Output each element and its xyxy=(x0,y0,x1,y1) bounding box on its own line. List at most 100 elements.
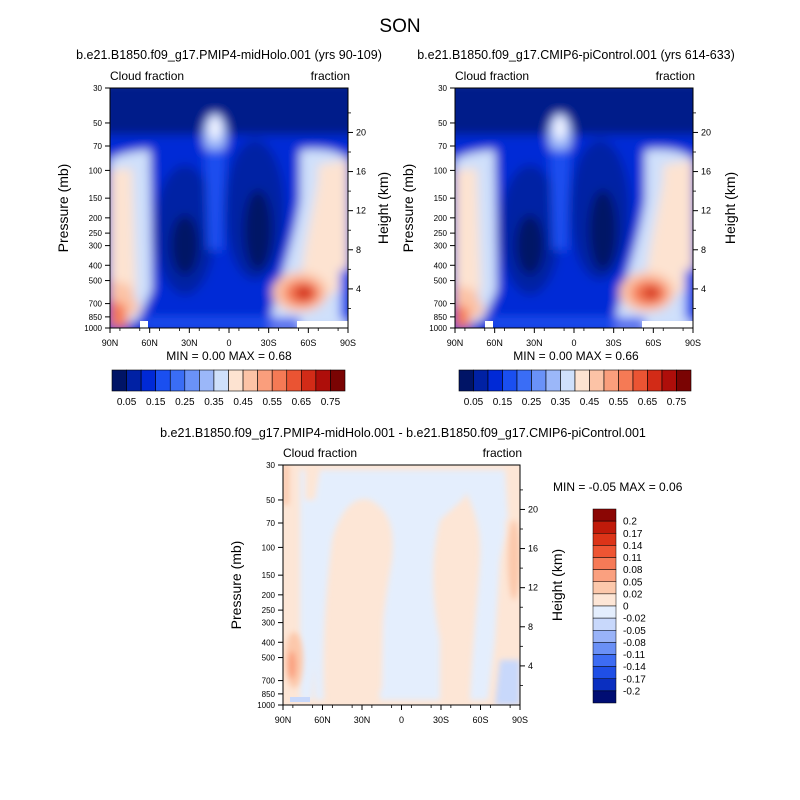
panel-difference-y2label: Height (km) xyxy=(549,549,565,621)
pressure-tick-label: 400 xyxy=(262,638,276,647)
height-tick-label: 4 xyxy=(701,284,706,294)
colorbar-swatch xyxy=(473,369,489,392)
colorbar-swatch xyxy=(592,508,617,522)
colorbar-swatch xyxy=(242,369,258,392)
pressure-tick-label: 400 xyxy=(89,261,103,270)
pressure-tick-label: 70 xyxy=(93,142,102,151)
colorbar-label: 0.05 xyxy=(623,577,643,588)
pressure-tick-label: 50 xyxy=(93,119,102,128)
colorbar-swatch xyxy=(560,369,576,392)
panel-right-title: b.e21.B1850.f09_g17.CMIP6-piControl.001 … xyxy=(417,48,735,62)
x-tick-label: 90S xyxy=(685,338,701,348)
colorbar-swatch xyxy=(315,369,331,392)
colorbar-swatch xyxy=(618,369,634,392)
colorbar-label: 0.05 xyxy=(117,397,137,408)
colorbar-swatch xyxy=(592,690,617,704)
colorbar-label: 0.25 xyxy=(522,397,542,408)
colorbar-swatch xyxy=(661,369,677,392)
x-tick-label: 30S xyxy=(433,715,449,725)
colorbar-swatch xyxy=(271,369,288,392)
colorbar-swatch xyxy=(487,369,503,392)
pressure-tick-label: 500 xyxy=(262,654,276,663)
colorbar-label: 0.55 xyxy=(262,397,282,408)
panel-difference-axes: 90N 60N 30N 0 30S 60S 90S100085070050040030025… xyxy=(257,461,538,725)
panel-right: b.e21.B1850.f09_g17.CMIP6-piControl.001 … xyxy=(400,48,738,408)
x-tick-label: 30N xyxy=(181,338,198,348)
colorbar-label: 0.2 xyxy=(623,517,637,528)
panel-difference-title: b.e21.B1850.f09_g17.PMIP4-midHolo.001 - … xyxy=(160,426,646,440)
x-tick-label: 90N xyxy=(275,715,292,725)
colorbar-swatch xyxy=(184,369,200,392)
panel-left-colorbar: 0.05 0.15 0.25 0.35 0.45 0.55 0.65 0.75 xyxy=(111,369,346,408)
colorbar-label: 0.17 xyxy=(623,529,643,540)
pressure-tick-label: 100 xyxy=(434,166,448,175)
colorbar-swatch xyxy=(592,666,617,679)
pressure-tick-label: 500 xyxy=(89,277,103,286)
height-tick-label: 12 xyxy=(356,206,366,216)
colorbar-swatch xyxy=(632,369,648,392)
colorbar-swatch xyxy=(545,369,561,392)
colorbar-swatch xyxy=(286,369,302,392)
colorbar-label: 0.08 xyxy=(623,565,643,576)
height-tick-label: 16 xyxy=(528,544,538,554)
pressure-tick-label: 50 xyxy=(266,496,275,505)
colorbar-swatch xyxy=(140,369,156,392)
colorbar-swatch xyxy=(592,617,617,631)
x-tick-label: 60S xyxy=(300,338,316,348)
pressure-tick-label: 850 xyxy=(262,690,276,699)
colorbar-swatch xyxy=(169,369,186,392)
colorbar-swatch xyxy=(592,545,617,558)
panel-right-min-max: MIN = 0.00 MAX = 0.66 xyxy=(513,349,639,363)
pressure-tick-label: 300 xyxy=(89,242,103,251)
colorbar-swatch xyxy=(155,369,171,392)
panel-difference-min-max: MIN = -0.05 MAX = 0.06 xyxy=(553,480,683,494)
panel-left-left-label: Cloud fraction xyxy=(110,69,184,83)
colorbar-label: 0.75 xyxy=(667,397,687,408)
colorbar-label: -0.11 xyxy=(623,650,645,661)
pressure-tick-label: 1000 xyxy=(257,701,275,710)
colorbar-swatch xyxy=(592,593,617,607)
colorbar-swatch xyxy=(301,369,317,392)
colorbar-swatch xyxy=(592,630,617,643)
colorbar-label: -0.14 xyxy=(623,662,646,673)
panel-difference-colorbar: 0.20.170.140.110.080.050.020-0.02-0.05-0… xyxy=(592,508,646,704)
panel-difference-field xyxy=(283,465,520,705)
colorbar-label: 0.02 xyxy=(623,589,643,600)
pressure-tick-label: 1000 xyxy=(429,324,447,333)
height-tick-label: 20 xyxy=(528,504,538,514)
colorbar-label: 0.45 xyxy=(233,397,253,408)
panel-left-title: b.e21.B1850.f09_g17.PMIP4-midHolo.001 (y… xyxy=(76,48,382,62)
x-tick-label: 30S xyxy=(606,338,622,348)
colorbar-swatch xyxy=(502,369,518,392)
colorbar-label: 0.25 xyxy=(175,397,195,408)
panel-right-ylabel: Pressure (mb) xyxy=(400,164,416,253)
colorbar-swatch xyxy=(592,642,617,655)
pressure-tick-label: 30 xyxy=(266,461,275,470)
panel-difference-left-label: Cloud fraction xyxy=(283,446,357,460)
height-tick-label: 12 xyxy=(701,206,711,216)
colorbar-label: 0.05 xyxy=(464,397,484,408)
colorbar-label: 0.55 xyxy=(609,397,629,408)
pressure-tick-label: 100 xyxy=(89,166,103,175)
height-tick-label: 20 xyxy=(701,127,711,137)
pressure-tick-label: 150 xyxy=(434,194,448,203)
x-tick-label: 0 xyxy=(571,338,576,348)
colorbar-label: 0.35 xyxy=(551,397,571,408)
x-tick-label: 60N xyxy=(486,338,503,348)
height-tick-label: 16 xyxy=(701,167,711,177)
pressure-tick-label: 700 xyxy=(89,300,103,309)
panel-left-min-max: MIN = 0.00 MAX = 0.68 xyxy=(166,349,292,363)
x-tick-label: 30N xyxy=(354,715,371,725)
colorbar-swatch xyxy=(592,581,617,595)
colorbar-swatch xyxy=(257,369,273,392)
panel-left-field xyxy=(110,88,348,328)
colorbar-swatch xyxy=(228,369,244,392)
colorbar-label: 0.15 xyxy=(146,397,166,408)
pressure-tick-label: 250 xyxy=(89,229,103,238)
colorbar-swatch xyxy=(531,369,547,392)
colorbar-label: -0.17 xyxy=(623,674,646,685)
colorbar-swatch xyxy=(213,369,229,392)
panel-right-right-label: fraction xyxy=(656,69,695,83)
panel-difference: b.e21.B1850.f09_g17.PMIP4-midHolo.001 - … xyxy=(160,426,683,725)
colorbar-label: -0.2 xyxy=(623,686,641,697)
